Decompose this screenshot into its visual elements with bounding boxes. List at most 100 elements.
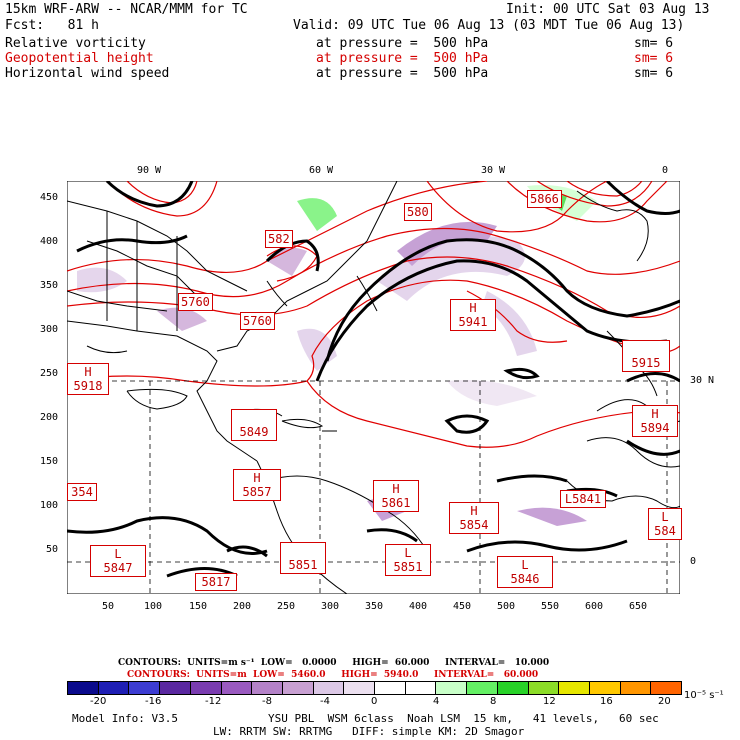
- colorbar-swatch: [375, 682, 406, 694]
- colorbar-unit: 10⁻⁵ s⁻¹: [684, 690, 724, 701]
- x-tick: 600: [585, 601, 604, 612]
- lon-label-30w: 30 W: [481, 165, 506, 176]
- field-name-vorticity: Relative vorticity: [5, 36, 146, 51]
- colorbar-swatch: [497, 682, 529, 694]
- lon-label-0: 0: [662, 165, 669, 176]
- weather-map: [67, 181, 680, 594]
- height-label: H 5894: [632, 405, 678, 437]
- wind-contour-info: CONTOURS: UNITS=m s⁻¹ LOW= 0.0000 HIGH= …: [118, 658, 550, 668]
- colorbar-label: 0: [371, 696, 378, 707]
- init-time: Init: 00 UTC Sat 03 Aug 13: [506, 2, 710, 17]
- colorbar: [67, 681, 682, 695]
- colorbar-swatch: [589, 682, 621, 694]
- y-tick: 50: [46, 544, 59, 555]
- x-tick: 250: [277, 601, 296, 612]
- height-label: 582: [265, 230, 293, 248]
- colorbar-swatch: [559, 682, 590, 694]
- colorbar-swatch: [221, 682, 253, 694]
- height-contour-info: CONTOURS: UNITS=m LOW= 5460.0 HIGH= 5940…: [127, 670, 539, 680]
- x-tick: 450: [453, 601, 472, 612]
- lon-label-90w: 90 W: [137, 165, 162, 176]
- valid-time: Valid: 09 UTC Tue 06 Aug 13 (03 MDT Tue …: [293, 18, 685, 33]
- height-label: 5760: [178, 293, 213, 311]
- colorbar-swatch: [344, 682, 376, 694]
- height-label: L5841: [560, 490, 606, 508]
- map-canvas: [67, 181, 680, 594]
- y-tick: 200: [40, 412, 59, 423]
- x-tick: 500: [497, 601, 516, 612]
- height-label: 580: [404, 203, 432, 221]
- y-tick: 350: [40, 280, 59, 291]
- x-tick: 350: [365, 601, 384, 612]
- field-name-height: Geopotential height: [5, 51, 154, 66]
- field-level-height: at pressure = 500 hPa: [316, 51, 489, 66]
- colorbar-label: 20: [658, 696, 671, 707]
- physics-info-2: LW: RRTM SW: RRTMG DIFF: simple KM: 2D S…: [213, 725, 525, 738]
- height-label: 354: [67, 483, 97, 501]
- colorbar-swatch: [313, 682, 345, 694]
- x-tick: 550: [541, 601, 560, 612]
- field-level-vorticity: at pressure = 500 hPa: [316, 36, 489, 51]
- colorbar-swatch: [190, 682, 222, 694]
- height-label: L 5851: [385, 544, 431, 576]
- physics-info: YSU PBL WSM 6class Noah LSM 15 km, 41 le…: [268, 712, 659, 725]
- colorbar-swatch: [98, 682, 130, 694]
- y-tick: 450: [40, 192, 59, 203]
- field-name-wind: Horizontal wind speed: [5, 66, 170, 81]
- x-tick: 400: [409, 601, 428, 612]
- height-label: L 584: [648, 508, 682, 540]
- colorbar-label: -8: [262, 696, 272, 707]
- x-tick: 300: [321, 601, 340, 612]
- height-label: H 5854: [449, 502, 499, 534]
- colorbar-swatch: [68, 682, 99, 694]
- colorbar-swatch: [467, 682, 498, 694]
- height-label: L 5846: [497, 556, 553, 588]
- lon-label-60w: 60 W: [309, 165, 334, 176]
- colorbar-swatch: [620, 682, 652, 694]
- height-label: H 5857: [233, 469, 281, 501]
- lat-label-0: 0: [690, 556, 697, 567]
- x-tick: 50: [102, 601, 115, 612]
- colorbar-label: -20: [90, 696, 107, 707]
- colorbar-swatch: [405, 682, 437, 694]
- forecast-hour: Fcst: 81 h: [5, 18, 99, 33]
- colorbar-swatch: [528, 682, 560, 694]
- y-tick: 150: [40, 456, 59, 467]
- height-label: H 5941: [450, 299, 496, 331]
- height-label: L 5847: [90, 545, 146, 577]
- colorbar-label: 8: [490, 696, 497, 707]
- height-label: 5849: [231, 409, 277, 441]
- y-tick: 100: [40, 500, 59, 511]
- height-label: 5851: [280, 542, 326, 574]
- x-tick: 150: [189, 601, 208, 612]
- height-label: 5760: [240, 312, 275, 330]
- x-tick: 100: [144, 601, 163, 612]
- colorbar-label: -12: [205, 696, 222, 707]
- wind-contours: [67, 181, 680, 578]
- colorbar-swatch: [129, 682, 161, 694]
- y-tick: 400: [40, 236, 59, 247]
- colorbar-swatch: [651, 682, 682, 694]
- field-level-wind: at pressure = 500 hPa: [316, 66, 489, 81]
- field-sm-wind: sm= 6: [634, 66, 674, 81]
- colorbar-label: -4: [320, 696, 330, 707]
- model-info: Model Info: V3.5: [72, 712, 178, 725]
- x-tick: 650: [629, 601, 648, 612]
- model-title: 15km WRF-ARW -- NCAR/MMM for TC: [5, 2, 248, 17]
- height-label: H 5918: [67, 363, 109, 395]
- field-sm-vorticity: sm= 6: [634, 36, 674, 51]
- colorbar-swatch: [282, 682, 314, 694]
- latlon-grid: [67, 380, 680, 594]
- x-tick: 200: [233, 601, 252, 612]
- height-label: 5817: [195, 573, 237, 591]
- height-label: 5866: [527, 190, 562, 208]
- colorbar-swatch: [436, 682, 468, 694]
- height-label: H 5861: [373, 480, 419, 512]
- y-tick: 300: [40, 324, 59, 335]
- colorbar-swatch: [252, 682, 283, 694]
- colorbar-label: 16: [600, 696, 613, 707]
- y-tick: 250: [40, 368, 59, 379]
- colorbar-label: 4: [433, 696, 440, 707]
- height-label: 5915: [622, 340, 670, 372]
- colorbar-swatch: [160, 682, 191, 694]
